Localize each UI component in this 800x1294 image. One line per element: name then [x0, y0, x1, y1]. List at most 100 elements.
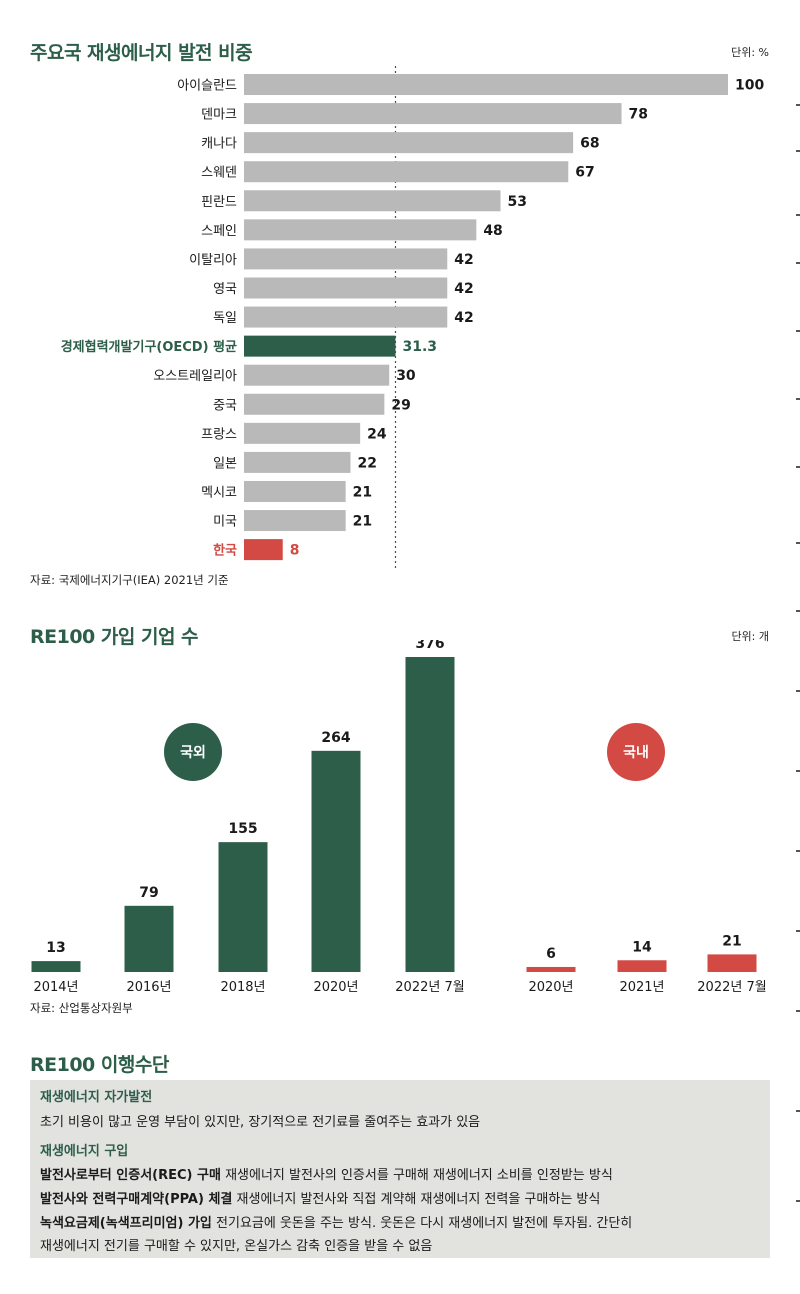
means-item-rec-desc: 재생에너지 발전사의 인증서를 구매해 재생에너지 소비를 인정받는 방식	[220, 1168, 613, 1183]
value-label: 53	[508, 194, 527, 210]
bar-country	[244, 103, 622, 125]
means-item-green-title: 녹색요금제(녹색프리미엄) 가입	[40, 1216, 212, 1231]
chart1-unit: 단위: %	[731, 46, 769, 59]
value-label: 6	[546, 946, 556, 962]
bar-korea	[244, 539, 283, 561]
purchase-title: 재생에너지 구입	[40, 1144, 129, 1159]
edge-mark	[796, 1110, 800, 1112]
category-label: 덴마크	[201, 108, 237, 123]
bar-country	[244, 393, 385, 415]
bar-country	[244, 219, 477, 241]
category-label: 일본	[213, 456, 237, 471]
renewable-share-chart: 아이슬란드 100 덴마크 78 캐나다 68 스웨덴 67 핀란드 53 스페인 48 이탈리아 42 영…	[61, 66, 764, 570]
bar-country	[244, 510, 346, 532]
edge-mark	[796, 330, 800, 332]
means-item-green: 녹색요금제(녹색프리미엄) 가입 전기요금에 웃돈을 주는 방식. 웃돈은 다시…	[40, 1212, 632, 1231]
category-label: 아이슬란드	[177, 79, 237, 94]
edge-mark	[796, 104, 800, 106]
category-label: 중국	[213, 398, 237, 413]
value-label: 68	[580, 136, 599, 152]
category-label: 경제협력개발기구(OECD) 평균	[61, 339, 237, 355]
bar-country	[244, 248, 448, 270]
bar-overseas	[405, 657, 455, 972]
value-label: 14	[632, 939, 652, 955]
value-label: 24	[367, 426, 387, 442]
category-label: 캐나다	[201, 137, 237, 152]
bar-country	[244, 132, 574, 154]
x-tick-label: 2020년	[313, 980, 358, 995]
edge-mark	[796, 930, 800, 932]
category-label: 미국	[213, 515, 237, 530]
category-label: 프랑스	[201, 427, 237, 442]
x-tick-label: 2022년 7월	[395, 980, 464, 995]
value-label: 42	[454, 252, 473, 268]
badge-domestic-label: 국내	[623, 745, 649, 761]
value-label: 79	[139, 885, 158, 901]
value-label: 100	[735, 78, 764, 94]
value-label: 42	[454, 281, 473, 297]
category-label: 오스트레일리아	[153, 369, 237, 384]
value-label: 376	[415, 640, 444, 652]
edge-mark	[796, 262, 800, 264]
means-item-rec: 발전사로부터 인증서(REC) 구매 재생에너지 발전사의 인증서를 구매해 재…	[40, 1164, 613, 1183]
category-label: 스웨덴	[201, 166, 237, 181]
edge-mark	[796, 610, 800, 612]
bar-overseas	[124, 905, 174, 972]
value-label: 21	[722, 933, 741, 949]
bar-country	[244, 161, 569, 183]
edge-mark	[796, 150, 800, 152]
chart1-source: 자료: 국제에너지기구(IEA) 2021년 기준	[30, 573, 229, 587]
means-title: RE100 이행수단	[30, 1054, 169, 1076]
bar-country	[244, 306, 448, 328]
bar-overseas	[218, 842, 268, 972]
badge-domestic	[607, 723, 665, 781]
chart2-unit: 단위: 개	[731, 630, 769, 643]
badge-overseas-label: 국외	[180, 744, 206, 761]
value-label: 78	[629, 107, 648, 123]
self-generation-desc: 초기 비용이 많고 운영 부담이 있지만, 장기적으로 전기료를 줄여주는 효과…	[40, 1115, 481, 1130]
bar-overseas	[31, 961, 81, 972]
category-label: 멕시코	[201, 485, 237, 500]
value-label: 30	[396, 368, 416, 384]
means-box: 재생에너지 자가발전 초기 비용이 많고 운영 부담이 있지만, 장기적으로 전…	[30, 1080, 770, 1258]
value-label: 264	[321, 730, 350, 746]
bar-domestic	[617, 960, 667, 972]
chart2-source: 자료: 산업통상자원부	[30, 1001, 133, 1015]
value-label: 42	[454, 310, 473, 326]
means-item-green-cont: 재생에너지 전기를 구매할 수 있지만, 온실가스 감축 인증을 받을 수 없음	[40, 1239, 433, 1254]
edge-mark	[796, 398, 800, 400]
bar-country	[244, 277, 448, 299]
value-label: 31.3	[402, 339, 437, 355]
badge-overseas	[164, 723, 222, 781]
means-item-ppa-title: 발전사와 전력구매계약(PPA) 체결	[40, 1192, 233, 1207]
x-tick-label: 2020년	[528, 980, 573, 995]
value-label: 21	[353, 514, 372, 530]
bar-overseas	[311, 750, 361, 972]
x-tick-label: 2016년	[126, 980, 171, 995]
value-label: 22	[357, 455, 376, 471]
bar-country	[244, 364, 390, 386]
means-item-ppa: 발전사와 전력구매계약(PPA) 체결 재생에너지 발전사와 직접 계약해 재생…	[40, 1188, 600, 1207]
bar-oecd	[244, 335, 396, 357]
self-generation-title: 재생에너지 자가발전	[40, 1090, 153, 1105]
edge-mark	[796, 850, 800, 852]
edge-mark	[796, 542, 800, 544]
edge-mark	[796, 770, 800, 772]
edge-mark	[796, 1200, 800, 1202]
means-item-green-desc: 전기요금에 웃돈을 주는 방식. 웃돈은 다시 재생에너지 발전에 투자됨. 간…	[211, 1216, 633, 1231]
category-label: 핀란드	[201, 195, 237, 210]
bar-country	[244, 422, 361, 444]
re100-members-chart: 국외 국내 13 2014년 79 2016년 155 2018년 264 2020년 376 2…	[31, 640, 767, 995]
category-label: 한국	[213, 543, 237, 559]
category-label: 이탈리아	[189, 253, 237, 268]
bar-country	[244, 480, 346, 502]
category-label: 영국	[213, 282, 237, 297]
bar-domestic	[707, 954, 757, 972]
category-label: 독일	[213, 311, 237, 326]
chart2-title: RE100 가입 기업 수	[30, 626, 199, 648]
chart1-title: 주요국 재생에너지 발전 비중	[30, 42, 253, 64]
value-label: 48	[483, 223, 502, 239]
x-tick-label: 2021년	[619, 980, 664, 995]
bar-domestic	[526, 966, 576, 972]
bar-country	[244, 74, 728, 95]
